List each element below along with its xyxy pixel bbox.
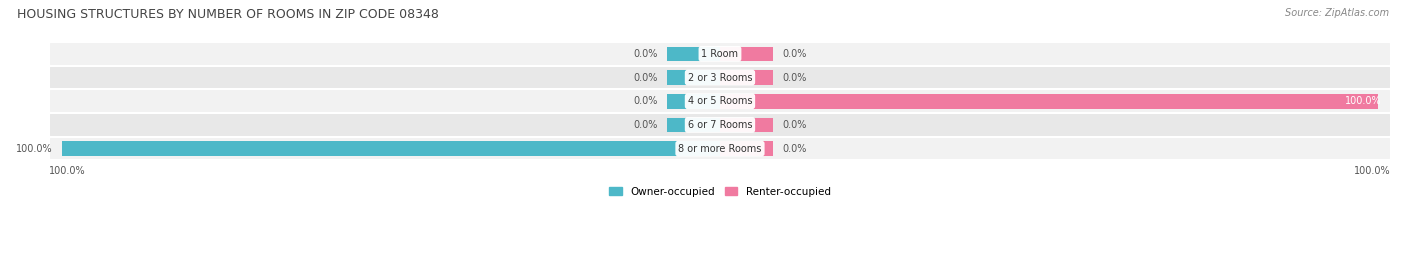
Text: 8 or more Rooms: 8 or more Rooms <box>678 144 762 154</box>
Text: 0.0%: 0.0% <box>783 73 807 83</box>
Bar <box>720 94 1378 109</box>
Bar <box>668 94 720 109</box>
Text: 4 or 5 Rooms: 4 or 5 Rooms <box>688 96 752 106</box>
Text: 0.0%: 0.0% <box>633 96 658 106</box>
Text: Source: ZipAtlas.com: Source: ZipAtlas.com <box>1285 8 1389 18</box>
Text: 0.0%: 0.0% <box>783 49 807 59</box>
Text: 0.0%: 0.0% <box>633 120 658 130</box>
Bar <box>668 46 720 61</box>
Bar <box>720 70 773 85</box>
Text: 2 or 3 Rooms: 2 or 3 Rooms <box>688 73 752 83</box>
Bar <box>62 141 720 156</box>
Text: 100.0%: 100.0% <box>1344 96 1381 106</box>
Text: 0.0%: 0.0% <box>633 49 658 59</box>
Text: 6 or 7 Rooms: 6 or 7 Rooms <box>688 120 752 130</box>
Bar <box>49 89 1391 113</box>
Text: 0.0%: 0.0% <box>783 120 807 130</box>
Text: 100.0%: 100.0% <box>15 144 52 154</box>
Legend: Owner-occupied, Renter-occupied: Owner-occupied, Renter-occupied <box>609 187 831 197</box>
Bar <box>49 42 1391 66</box>
Text: 1 Room: 1 Room <box>702 49 738 59</box>
Bar <box>49 113 1391 137</box>
Text: 100.0%: 100.0% <box>1354 166 1391 176</box>
Bar <box>720 117 773 132</box>
Text: 0.0%: 0.0% <box>633 73 658 83</box>
Bar <box>720 141 773 156</box>
Text: 100.0%: 100.0% <box>49 166 86 176</box>
Bar <box>668 70 720 85</box>
Text: HOUSING STRUCTURES BY NUMBER OF ROOMS IN ZIP CODE 08348: HOUSING STRUCTURES BY NUMBER OF ROOMS IN… <box>17 8 439 21</box>
Bar <box>49 66 1391 89</box>
Bar <box>668 117 720 132</box>
Bar <box>720 46 773 61</box>
Bar <box>49 137 1391 160</box>
Text: 0.0%: 0.0% <box>783 144 807 154</box>
